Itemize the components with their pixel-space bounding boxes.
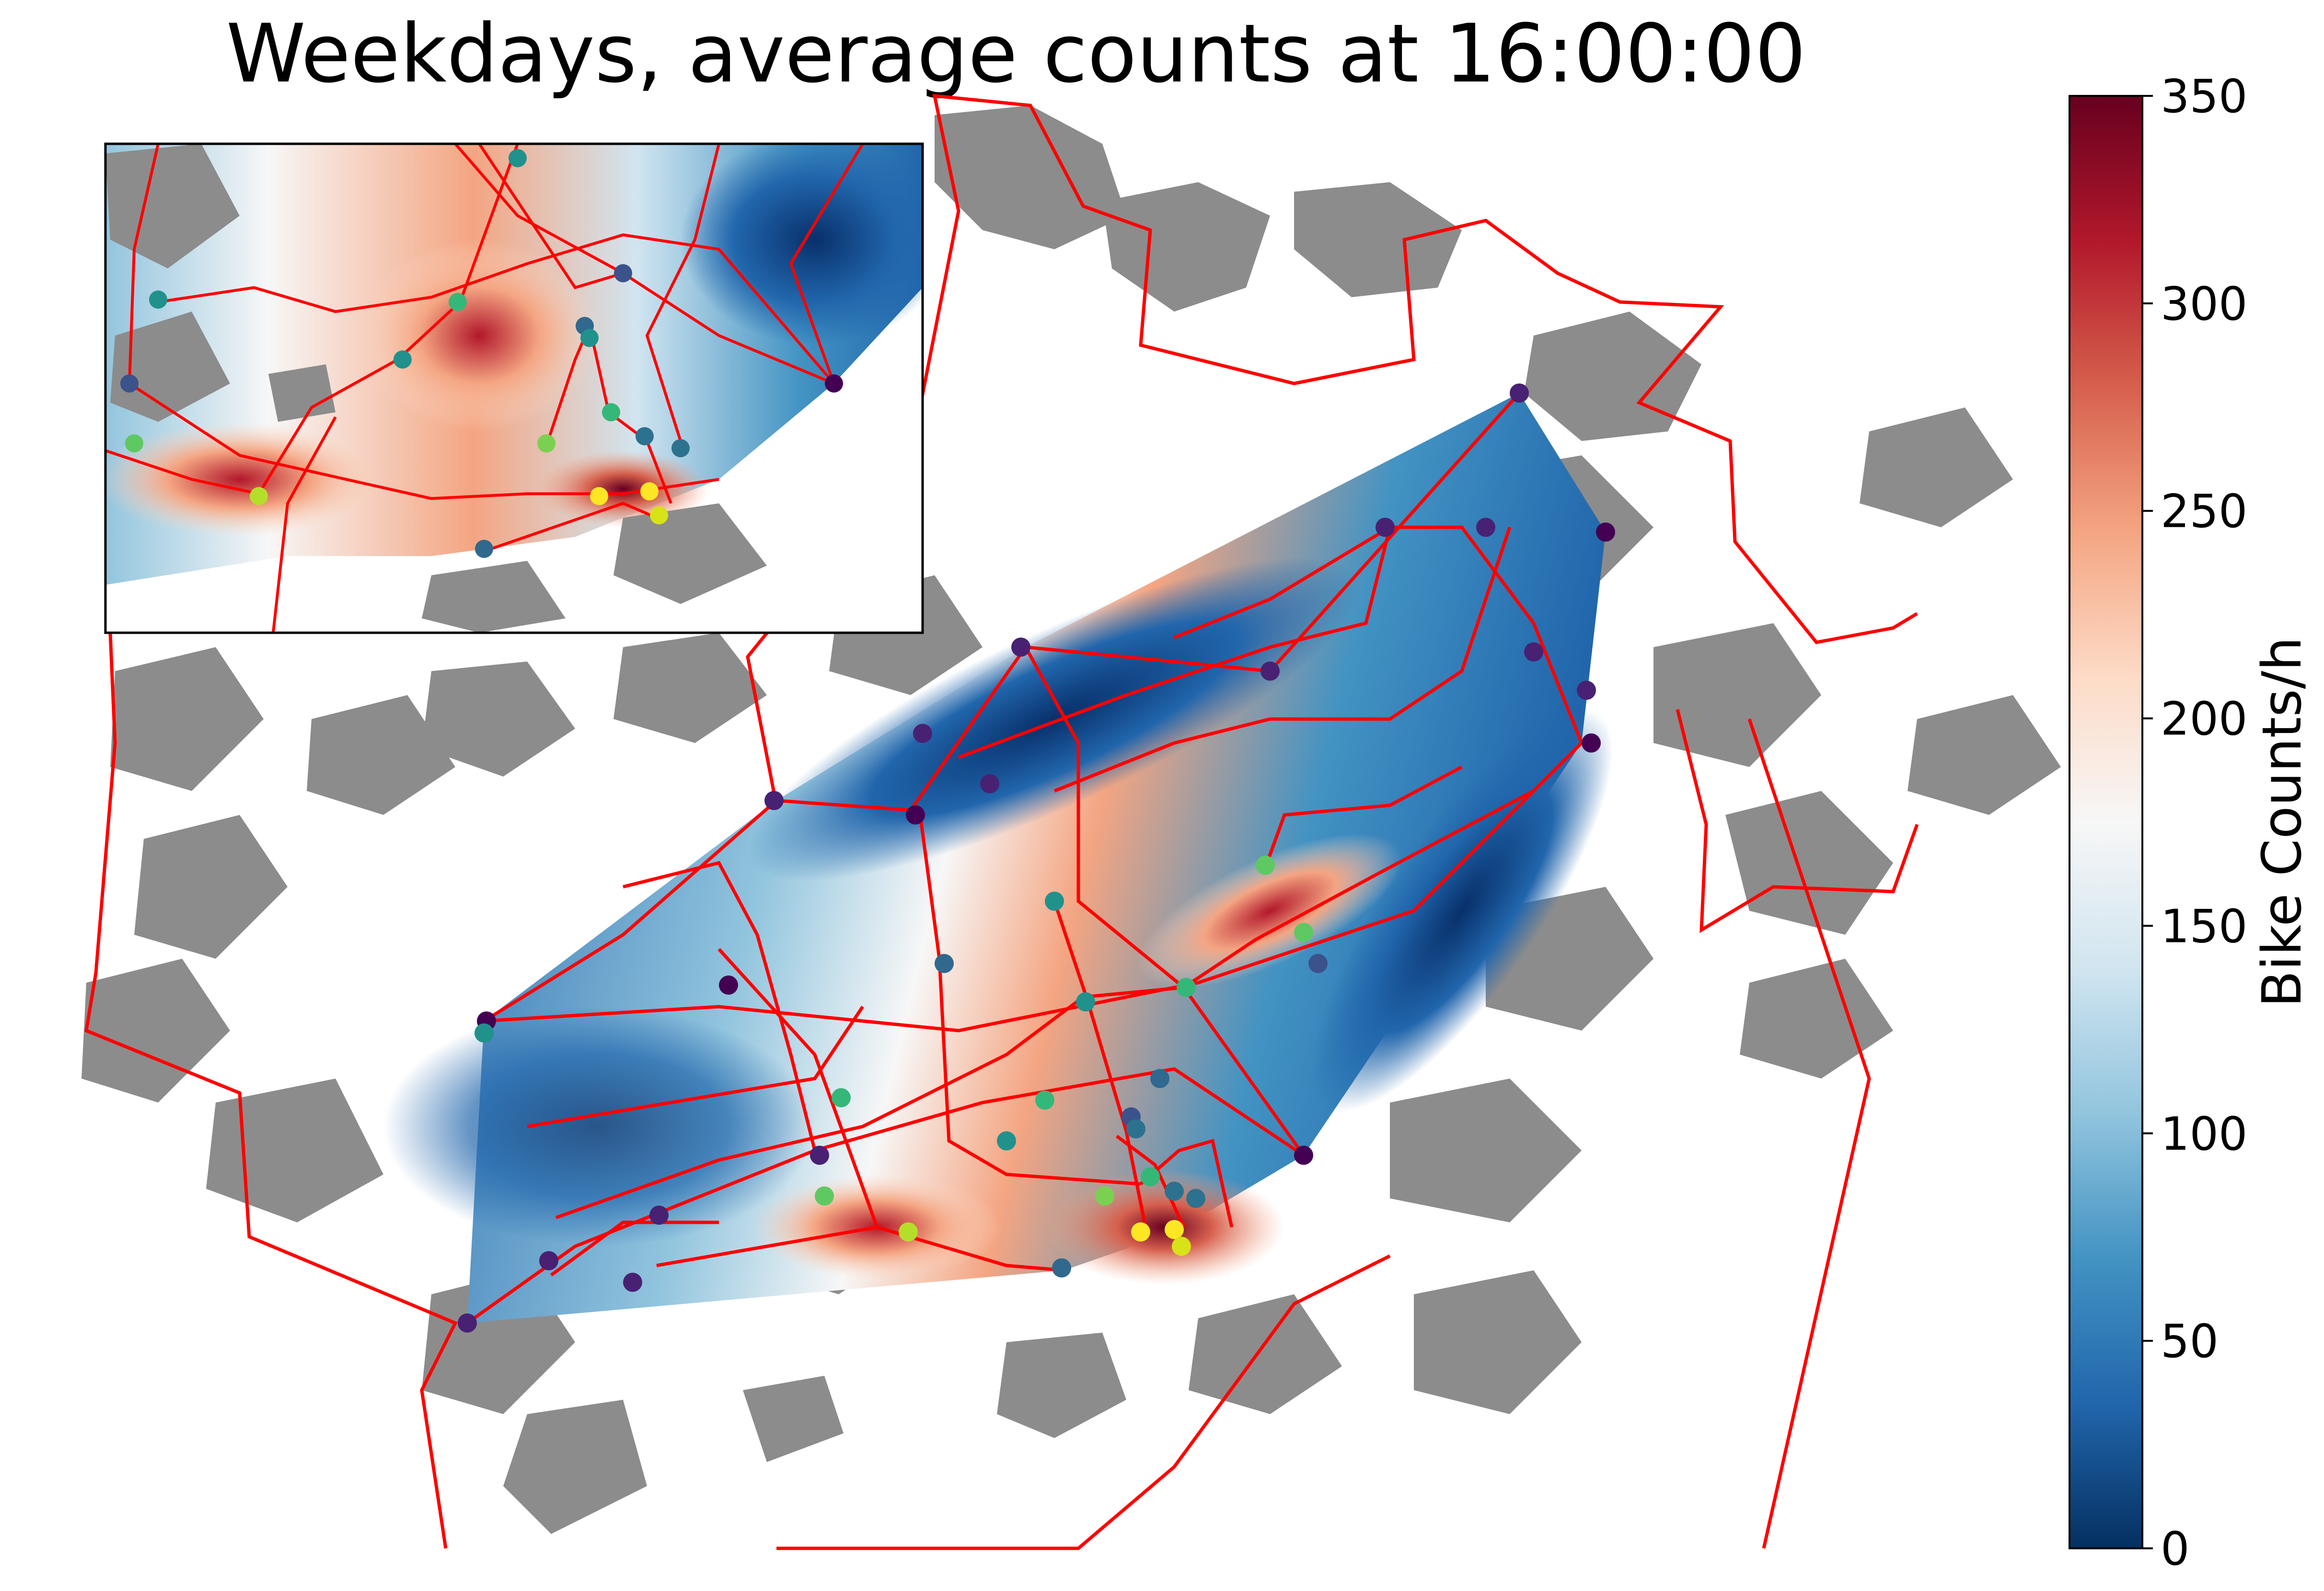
station-marker <box>623 1273 642 1292</box>
map-title: Weekdays, average counts at 16:00:00 <box>226 7 1806 101</box>
colorbar-tick-label: 200 <box>2161 693 2247 746</box>
station-marker <box>649 1206 669 1225</box>
inset-station-marker <box>120 374 139 393</box>
inset-hotspot-west <box>105 422 383 537</box>
inset-station-marker <box>537 434 555 453</box>
station-marker <box>1177 978 1196 997</box>
station-marker <box>810 1146 829 1165</box>
station-marker <box>1172 1237 1191 1256</box>
inset-station-marker <box>614 264 632 282</box>
inset-station-marker <box>475 540 493 558</box>
station-marker <box>1052 1258 1071 1277</box>
inset-station-marker <box>602 403 620 421</box>
colorbar-tick-label: 350 <box>2161 70 2247 123</box>
colorbar-label: Bike Counts/h <box>2251 637 2313 1007</box>
inset-lowcount <box>681 144 923 345</box>
inset-station-marker <box>393 350 412 369</box>
station-marker <box>1150 1069 1169 1088</box>
station-marker <box>1596 523 1615 542</box>
station-marker <box>539 1251 558 1270</box>
station-marker <box>1165 1182 1184 1201</box>
lowcount-east <box>1310 709 1613 1112</box>
inset-map <box>104 142 924 634</box>
station-marker <box>1165 1220 1184 1239</box>
hotspot-northeast <box>1138 833 1402 988</box>
inset-station-marker <box>671 439 690 457</box>
inset-frame <box>104 142 924 634</box>
colorbar-tick-label: 150 <box>2161 900 2247 953</box>
inset-station-marker <box>125 434 143 453</box>
lowcount-west <box>383 1007 815 1246</box>
station-marker <box>832 1088 851 1107</box>
inset-hotspot-center <box>359 240 599 431</box>
station-marker <box>458 1313 477 1333</box>
colorbar-tick-label: 250 <box>2161 486 2247 538</box>
station-marker <box>1011 638 1030 657</box>
inset-hotspot <box>537 451 709 527</box>
station-marker <box>1294 923 1313 942</box>
inset-station-marker <box>636 427 654 445</box>
colorbar-bar <box>2069 95 2143 1549</box>
colorbar-tick-label: 0 <box>2161 1523 2189 1576</box>
station-marker <box>1308 954 1328 973</box>
station-marker <box>899 1222 918 1242</box>
station-marker <box>1045 892 1064 911</box>
station-marker <box>1035 1091 1054 1110</box>
colorbar-tick-label: 100 <box>2161 1108 2247 1161</box>
station-marker <box>906 805 925 825</box>
station-marker <box>1476 518 1495 537</box>
station-marker <box>1256 856 1275 875</box>
colorbar-ticks: 0 50 100 150 200 250 300 350 <box>2142 70 2247 1576</box>
station-marker <box>935 954 954 973</box>
colorbar-tick-label: 50 <box>2161 1315 2219 1368</box>
station-marker <box>1126 1119 1145 1138</box>
station-marker <box>1510 383 1529 403</box>
colorbar-tick-label: 300 <box>2161 278 2247 331</box>
inset-station-marker <box>580 329 599 347</box>
inset-station-marker <box>449 293 467 311</box>
station-marker <box>980 774 999 793</box>
station-marker <box>1076 992 1095 1011</box>
station-marker <box>1294 1146 1313 1165</box>
station-marker <box>1376 518 1395 537</box>
inset-station-marker <box>149 290 167 309</box>
station-marker <box>913 724 932 743</box>
station-marker <box>719 976 738 995</box>
station-marker <box>815 1186 834 1206</box>
station-marker <box>1260 662 1280 681</box>
inset-station-marker <box>250 487 268 505</box>
inset-station-marker <box>825 374 843 393</box>
station-marker <box>1582 733 1601 753</box>
station-marker <box>1577 681 1596 700</box>
inset-station-marker <box>640 482 659 500</box>
inset-station-marker <box>509 149 527 167</box>
station-marker <box>1095 1186 1114 1206</box>
station-marker <box>1524 642 1543 662</box>
station-marker <box>1186 1189 1205 1208</box>
station-marker <box>764 791 784 810</box>
counting-stations <box>458 383 1615 1333</box>
lowcount-north <box>748 557 1361 881</box>
station-marker <box>997 1131 1016 1150</box>
inset-station-marker <box>650 506 668 524</box>
station-marker <box>474 1023 494 1043</box>
station-marker <box>1141 1167 1160 1186</box>
colorbar: 0 50 100 150 200 250 300 350 Bike Counts/h <box>2069 70 2313 1576</box>
inset-station-marker <box>590 487 608 505</box>
station-marker <box>1131 1222 1150 1242</box>
